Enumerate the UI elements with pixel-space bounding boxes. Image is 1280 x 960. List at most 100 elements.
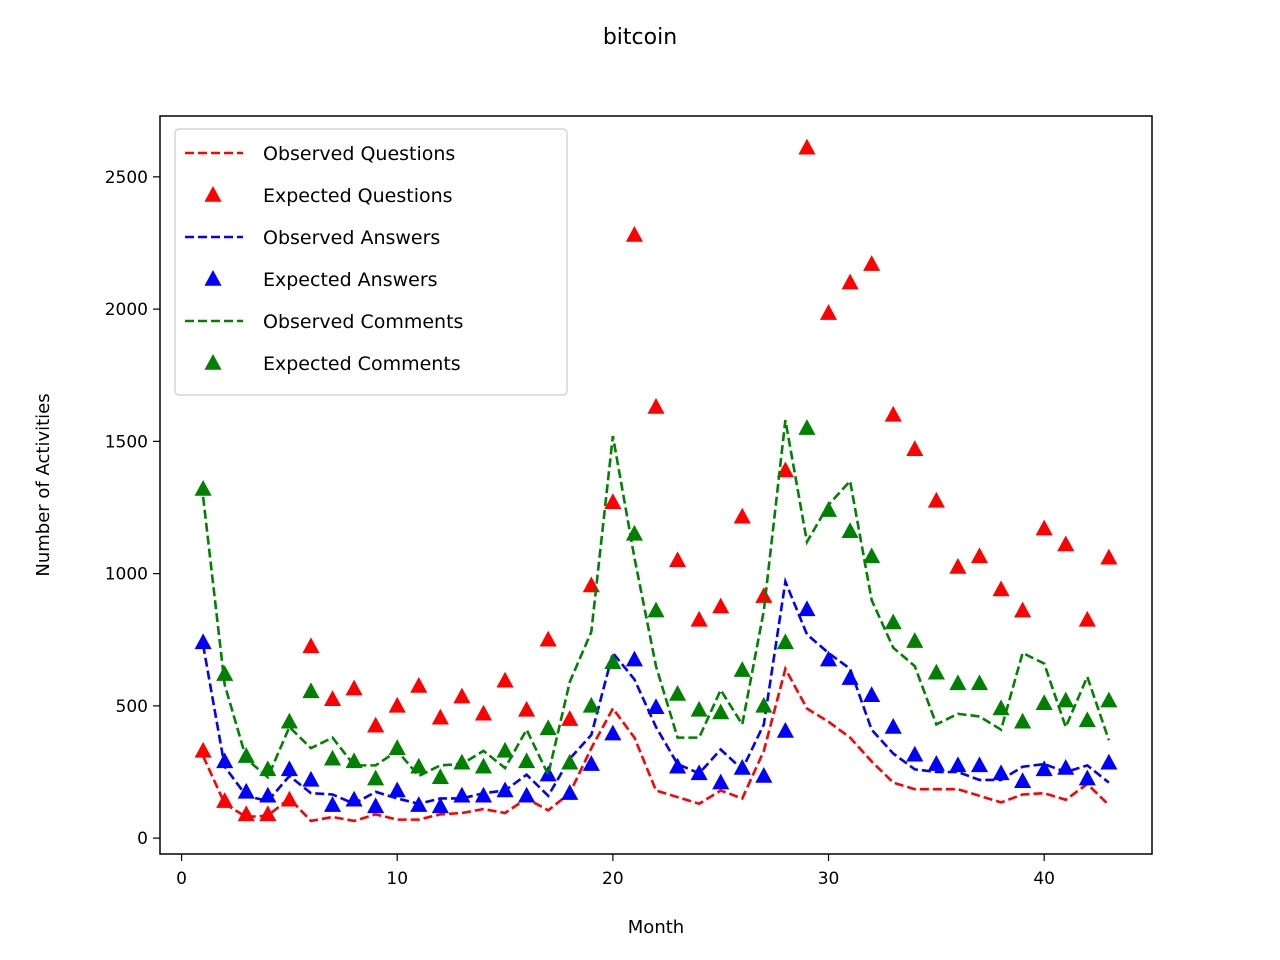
data-point — [798, 419, 816, 435]
y-tick-label: 2000 — [105, 300, 148, 320]
data-point — [841, 273, 859, 290]
data-point — [453, 786, 471, 803]
data-point — [237, 782, 255, 799]
x-tick-label: 20 — [602, 869, 624, 889]
data-point — [755, 587, 773, 603]
data-point — [819, 501, 838, 517]
x-tick-label: 40 — [1033, 869, 1055, 889]
data-point — [906, 440, 924, 457]
data-point — [453, 687, 471, 704]
data-point — [690, 610, 708, 627]
data-point — [906, 632, 924, 648]
x-tick-label: 30 — [818, 869, 840, 889]
data-point — [604, 653, 622, 669]
data-point — [259, 786, 277, 803]
data-point — [410, 757, 428, 774]
x-tick-label: 0 — [176, 869, 187, 889]
data-point — [690, 764, 708, 781]
data-point — [884, 613, 902, 630]
data-point — [388, 739, 406, 755]
data-point — [518, 700, 536, 717]
data-point — [280, 760, 298, 777]
data-point — [561, 753, 579, 770]
data-point — [1100, 691, 1118, 708]
chart-title: bitcoin — [603, 25, 677, 50]
data-point — [561, 710, 579, 726]
legend-label: Expected Questions — [263, 185, 453, 207]
data-point — [949, 558, 967, 574]
legend-label: Observed Answers — [263, 227, 440, 249]
legend-item-expected-answers: Expected Answers — [204, 269, 438, 291]
data-point — [863, 686, 881, 703]
data-point — [992, 764, 1010, 781]
legend-label: Expected Comments — [263, 353, 461, 375]
x-tick-label: 10 — [386, 869, 408, 889]
data-point — [237, 805, 255, 822]
data-point — [259, 805, 277, 822]
data-point — [388, 781, 406, 798]
data-point — [992, 699, 1010, 716]
series-line — [201, 665, 1110, 823]
data-point — [431, 797, 449, 814]
data-point — [539, 719, 557, 736]
data-point — [776, 461, 794, 478]
data-point — [949, 674, 967, 691]
data-point — [798, 600, 816, 617]
data-point — [496, 781, 514, 798]
data-point — [863, 547, 881, 564]
data-point — [841, 669, 859, 685]
data-point — [604, 493, 622, 509]
data-point — [647, 698, 665, 714]
legend-label: Observed Comments — [263, 311, 463, 333]
data-point — [970, 547, 989, 564]
data-point — [302, 770, 320, 787]
data-point — [237, 747, 255, 763]
data-point — [690, 700, 708, 717]
legend-box — [174, 128, 568, 396]
data-point — [669, 551, 687, 568]
data-point — [582, 755, 600, 771]
data-point — [992, 580, 1010, 597]
data-point — [1078, 769, 1096, 786]
data-point — [798, 138, 816, 155]
data-point — [949, 756, 967, 773]
legend-marker-swatch — [204, 270, 222, 286]
data-point — [453, 753, 471, 770]
data-point — [776, 722, 794, 738]
data-point — [776, 633, 794, 650]
data-point — [755, 696, 773, 713]
data-point — [194, 479, 212, 496]
data-point — [410, 677, 428, 693]
data-point — [1014, 772, 1032, 789]
data-point — [906, 745, 924, 762]
data-point — [733, 661, 751, 677]
data-point — [755, 766, 773, 783]
plot-frame — [159, 115, 1153, 855]
data-point — [474, 704, 493, 721]
data-point — [367, 716, 385, 733]
data-point — [280, 712, 298, 729]
data-point — [323, 796, 342, 812]
data-point — [625, 524, 643, 541]
data-point — [216, 792, 234, 808]
legend-marker-swatch — [204, 354, 222, 370]
y-axis: 0 500 1000 1500 2000 2500 — [105, 168, 160, 849]
data-point — [863, 255, 881, 271]
legend-item-observed-comments: Observed Comments — [185, 311, 463, 333]
data-point — [669, 757, 687, 774]
data-point — [367, 797, 385, 814]
data-point — [669, 684, 687, 701]
y-tick-label: 1500 — [105, 432, 148, 452]
data-point — [970, 756, 989, 773]
data-point — [819, 304, 838, 320]
data-point — [927, 491, 945, 508]
y-tick-label: 500 — [116, 697, 148, 717]
data-point — [1035, 519, 1053, 536]
data-point — [625, 650, 643, 667]
data-point — [539, 630, 557, 647]
data-point — [216, 665, 234, 681]
legend-item-observed-answers: Observed Answers — [185, 227, 440, 249]
data-point — [927, 663, 945, 680]
data-point — [1057, 691, 1075, 708]
data-point — [367, 769, 385, 786]
